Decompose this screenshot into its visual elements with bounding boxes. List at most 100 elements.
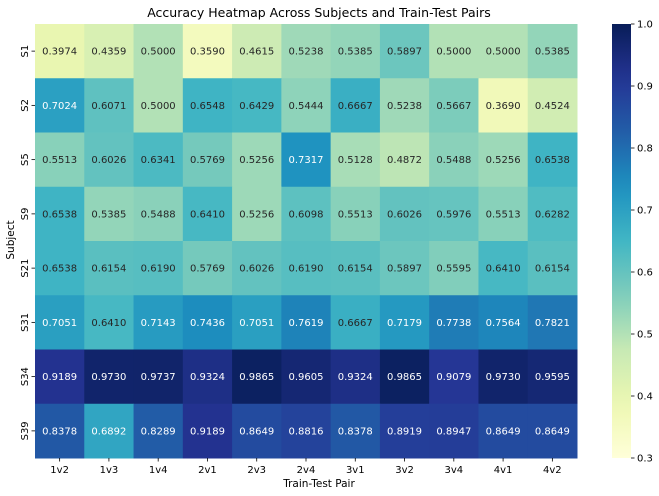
cell-value-label: 0.5000 [486,47,521,58]
cell-value-label: 0.9605 [289,372,324,383]
colorbar-tick-label: 0.9 [637,82,653,93]
heatmap-cell-S2-2v4 [281,78,332,133]
heatmap-cell-S21-2v4 [281,241,332,296]
cell-value-label: 0.9079 [436,372,471,383]
x-axis-label: Train-Test Pair [282,478,355,490]
colorbar-tick-label: 0.5 [637,330,653,341]
x-tick-label-3v1: 3v1 [346,465,365,476]
heatmap-cell-S21-4v2 [527,241,578,296]
heatmap-cell-S34-2v1 [182,349,233,405]
heatmap-cell-S1-2v4 [281,24,332,79]
heatmap-cell-S39-4v1 [478,403,529,459]
heatmap-cell-S9-2v4 [281,186,332,242]
heatmap-cell-S9-1v2 [35,186,85,242]
cell-value-label: 0.5238 [289,47,324,58]
cell-value-label: 0.4615 [239,47,274,58]
cell-value-label: 0.8816 [289,426,324,437]
heatmap-cell-S5-3v2 [379,132,430,188]
cell-value-label: 0.5769 [190,155,225,166]
heatmap-cell-S34-3v2 [379,349,430,405]
heatmap-cell-S39-1v4 [133,403,184,459]
heatmap-cell-S34-3v4 [429,349,479,405]
y-tick-label-S34: S34 [20,367,31,386]
y-axis-label: Subject [5,220,17,259]
cell-value-label: 0.7436 [190,318,225,329]
cell-value-label: 0.5513 [486,209,521,220]
heatmap-cell-S2-4v1 [478,78,529,133]
heatmap-cell-S39-3v4 [429,403,479,459]
cell-value-label: 0.9737 [141,372,176,383]
heatmap-cell-S1-1v3 [84,24,135,79]
heatmap-cell-S39-1v3 [84,403,135,459]
heatmap-cell-S31-2v1 [182,295,233,350]
cell-value-label: 0.5385 [91,209,126,220]
cell-value-label: 0.7143 [141,318,176,329]
y-tick-label-S31: S31 [20,313,31,332]
cell-value-label: 0.9324 [338,372,373,383]
x-tick-label-4v2: 4v2 [543,465,562,476]
heatmap-cell-S9-1v3 [84,186,135,242]
heatmap-cell-S21-2v3 [232,241,282,296]
colorbar-tick-label: 1.0 [637,20,653,31]
cell-value-label: 0.3974 [42,47,77,58]
cell-value-label: 0.6538 [42,264,77,275]
heatmap-cell-S21-3v1 [330,241,381,296]
x-tick-label-3v2: 3v2 [395,465,414,476]
colorbar-gradient [612,24,631,458]
heatmap-cell-S34-2v4 [281,349,332,405]
cell-value-label: 0.6410 [486,264,521,275]
heatmap-cell-S5-2v1 [182,132,233,188]
cell-value-label: 0.6538 [42,209,77,220]
heatmap-cell-S31-3v4 [429,295,479,350]
cell-value-label: 0.7051 [239,318,274,329]
heatmap-cell-S2-3v2 [379,78,430,133]
heatmap-cell-S5-2v3 [232,132,282,188]
y-axis-ticks: S1 S2 S5 S9 S21 S31 S34 S39 [20,45,35,440]
cell-value-label: 0.6429 [239,101,274,112]
heatmap-cell-S39-2v4 [281,403,332,459]
cell-value-label: 0.6667 [338,318,373,329]
cell-value-label: 0.7051 [42,318,77,329]
heatmap-cell-S2-3v4 [429,78,479,133]
cell-value-label: 0.3590 [190,47,225,58]
cell-value-label: 0.8649 [486,426,521,437]
heatmap-cell-S34-2v3 [232,349,282,405]
heatmap-cell-S31-3v2 [379,295,430,350]
heatmap-cell-S5-4v1 [478,132,529,188]
cell-value-label: 0.7179 [387,318,422,329]
cell-value-label: 0.5897 [387,264,422,275]
heatmap-cell-S34-1v3 [84,349,135,405]
cell-value-label: 0.6190 [141,264,176,275]
cell-value-label: 0.6548 [190,101,225,112]
y-tick-label-S39: S39 [20,421,31,440]
cell-value-label: 0.5000 [141,101,176,112]
heatmap-cells: 0.3974 0.4359 0.5000 0.3590 0.4615 0.5238 0.53… [35,24,578,459]
y-tick-label-S5: S5 [20,153,31,166]
colorbar-tick-label: 0.3 [637,454,653,465]
cell-value-label: 0.5513 [338,209,373,220]
cell-value-label: 0.4359 [91,47,126,58]
heatmap-cell-S5-4v2 [527,132,578,188]
heatmap-cell-S31-2v4 [281,295,332,350]
cell-value-label: 0.6538 [535,155,570,166]
x-tick-label-2v3: 2v3 [247,465,266,476]
cell-value-label: 0.5256 [486,155,521,166]
heatmap-cell-S21-1v3 [84,241,135,296]
heatmap-cell-S9-2v1 [182,186,233,242]
heatmap-cell-S5-3v1 [330,132,381,188]
heatmap-cell-S5-1v2 [35,132,85,188]
heatmap-cell-S21-3v2 [379,241,430,296]
cell-value-label: 0.5488 [141,209,176,220]
heatmap-cell-S2-3v1 [330,78,381,133]
heatmap-cell-S9-3v1 [330,186,381,242]
heatmap-cell-S39-2v1 [182,403,233,459]
cell-value-label: 0.5385 [535,47,570,58]
colorbar-tick-label: 0.7 [637,206,653,217]
cell-value-label: 0.7564 [486,318,521,329]
cell-value-label: 0.8649 [535,426,570,437]
heatmap-cell-S21-3v4 [429,241,479,296]
x-tick-label-4v1: 4v1 [494,465,513,476]
cell-value-label: 0.9595 [535,372,570,383]
cell-value-label: 0.5976 [436,209,471,220]
heatmap-cell-S9-3v2 [379,186,430,242]
